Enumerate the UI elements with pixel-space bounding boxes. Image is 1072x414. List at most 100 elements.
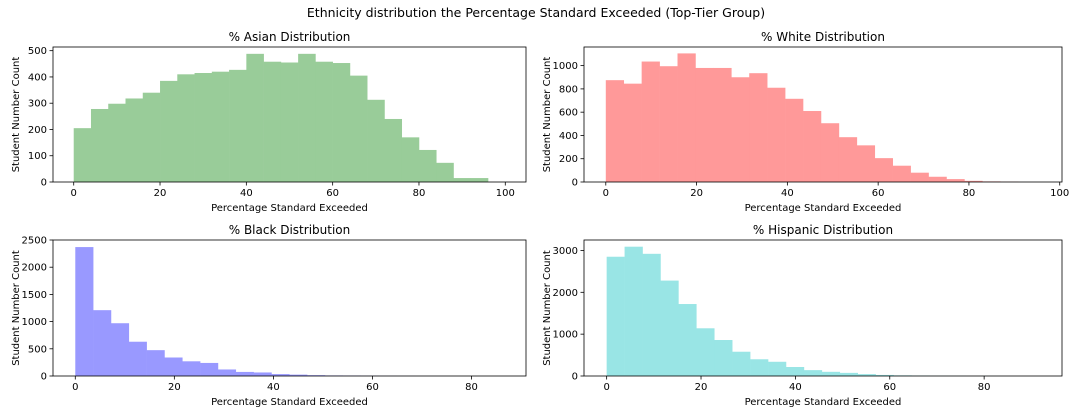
x-tick-label: 0 — [71, 188, 77, 199]
histogram-bar — [892, 165, 911, 182]
histogram-bar — [678, 304, 697, 376]
histogram-bar — [128, 341, 147, 376]
x-tick-label: 0 — [603, 188, 609, 199]
y-axis-label: Student Number Count — [542, 57, 553, 173]
histogram-bar — [401, 137, 420, 182]
y-tick-label: 0 — [572, 372, 578, 383]
y-tick-label: 0 — [41, 178, 47, 189]
y-tick-label: 2000 — [553, 288, 578, 299]
histogram-bar — [235, 371, 254, 376]
y-tick-label: 500 — [28, 344, 47, 355]
histogram-bar — [110, 323, 130, 376]
histogram-bar — [470, 178, 489, 182]
histogram-bar — [418, 149, 437, 182]
subplot-3: 0 20 40 60 80 0 1000 2000 3000 % Hispanic Distrib… — [542, 223, 1063, 408]
histogram-bar — [229, 69, 247, 182]
histogram-bar — [367, 99, 385, 182]
histogram-bar — [857, 374, 876, 376]
histogram-bar — [910, 172, 929, 182]
histogram-bar — [642, 253, 661, 376]
histogram-bar — [125, 98, 144, 182]
x-axis-label: Percentage Standard Exceeded — [211, 397, 368, 408]
histogram-bar — [714, 340, 733, 376]
axes-frame — [52, 46, 527, 183]
y-tick-label: 200 — [559, 154, 578, 165]
x-tick-label: 20 — [690, 188, 703, 199]
histogram-bar — [263, 61, 282, 182]
x-tick-label: 20 — [168, 382, 181, 393]
subplot-title: % Asian Distribution — [229, 30, 351, 44]
histogram-bar — [838, 137, 858, 182]
x-tick-label: 0 — [72, 382, 78, 393]
x-tick-label: 100 — [1050, 188, 1069, 199]
histogram-bar — [253, 372, 272, 376]
histogram-bar — [75, 247, 94, 376]
histogram-bar — [384, 118, 403, 182]
histogram-bar — [874, 158, 893, 182]
histogram-bar — [349, 75, 368, 182]
x-tick-label: 80 — [963, 188, 976, 199]
histogram-bar — [142, 92, 161, 182]
y-tick-label: 3000 — [553, 246, 578, 257]
histogram-bar — [605, 80, 625, 182]
x-tick-label: 40 — [240, 188, 253, 199]
histogram-bar — [307, 375, 326, 376]
histogram-bar — [785, 367, 805, 376]
y-tick-label: 400 — [559, 131, 578, 142]
x-tick-label: 40 — [781, 188, 794, 199]
histogram-bar — [271, 374, 290, 376]
x-tick-label: 80 — [465, 382, 478, 393]
histogram-bar — [211, 71, 230, 182]
histogram-bar — [315, 61, 333, 182]
histogram-bar — [803, 111, 822, 182]
y-tick-label: 0 — [41, 372, 47, 383]
histogram-bar — [695, 67, 714, 182]
subplot-0: 0 20 40 60 80 100 0 100 200 300 400 500 % Asian Dist… — [11, 30, 527, 214]
subplot-title: % White Distribution — [761, 30, 885, 44]
histogram-bar — [820, 123, 840, 182]
histogram-bar — [217, 369, 237, 376]
y-axis-label: Student Number Count — [11, 250, 22, 366]
histogram-bar — [732, 351, 751, 376]
histogram-bar — [928, 176, 947, 182]
histogram-bar — [246, 53, 264, 182]
y-tick-label: 500 — [28, 46, 47, 57]
y-tick-label: 2000 — [22, 263, 47, 274]
histogram-bar — [641, 61, 660, 183]
histogram-bar — [164, 357, 183, 376]
x-axis-label: Percentage Standard Exceeded — [745, 203, 902, 214]
histogram-bar — [768, 361, 787, 376]
histogram-bar — [875, 374, 894, 376]
y-tick-label: 2500 — [22, 236, 47, 247]
histogram-bar — [696, 328, 715, 376]
x-tick-label: 80 — [413, 188, 426, 199]
x-tick-label: 60 — [883, 382, 896, 393]
x-tick-label: 80 — [978, 382, 991, 393]
y-tick-label: 600 — [559, 108, 578, 119]
y-tick-label: 0 — [572, 178, 578, 189]
histogram-bar — [436, 162, 454, 182]
x-tick-label: 20 — [154, 188, 167, 199]
x-tick-label: 100 — [496, 188, 515, 199]
y-axis-label: Student Number Count — [542, 250, 553, 366]
histogram-bar — [108, 103, 126, 182]
x-tick-label: 40 — [789, 382, 802, 393]
histogram-bar — [624, 246, 643, 376]
histogram-bar — [623, 83, 642, 182]
subplot-title: % Hispanic Distribution — [753, 223, 893, 237]
histogram-bar — [90, 108, 109, 182]
histogram-bar — [785, 98, 804, 182]
y-tick-label: 100 — [28, 151, 47, 162]
x-tick-label: 60 — [872, 188, 885, 199]
histogram-bar — [280, 62, 299, 182]
histogram-bar — [298, 53, 316, 182]
figure-title: Ethnicity distribution the Percentage St… — [306, 5, 766, 20]
y-tick-label: 400 — [28, 72, 47, 83]
histogram-bar — [73, 128, 92, 182]
histogram-bar — [767, 87, 786, 182]
x-axis-label: Percentage Standard Exceeded — [745, 397, 902, 408]
y-tick-label: 1000 — [553, 61, 578, 72]
histogram-bar — [731, 77, 750, 182]
histogram-bar — [182, 361, 201, 376]
